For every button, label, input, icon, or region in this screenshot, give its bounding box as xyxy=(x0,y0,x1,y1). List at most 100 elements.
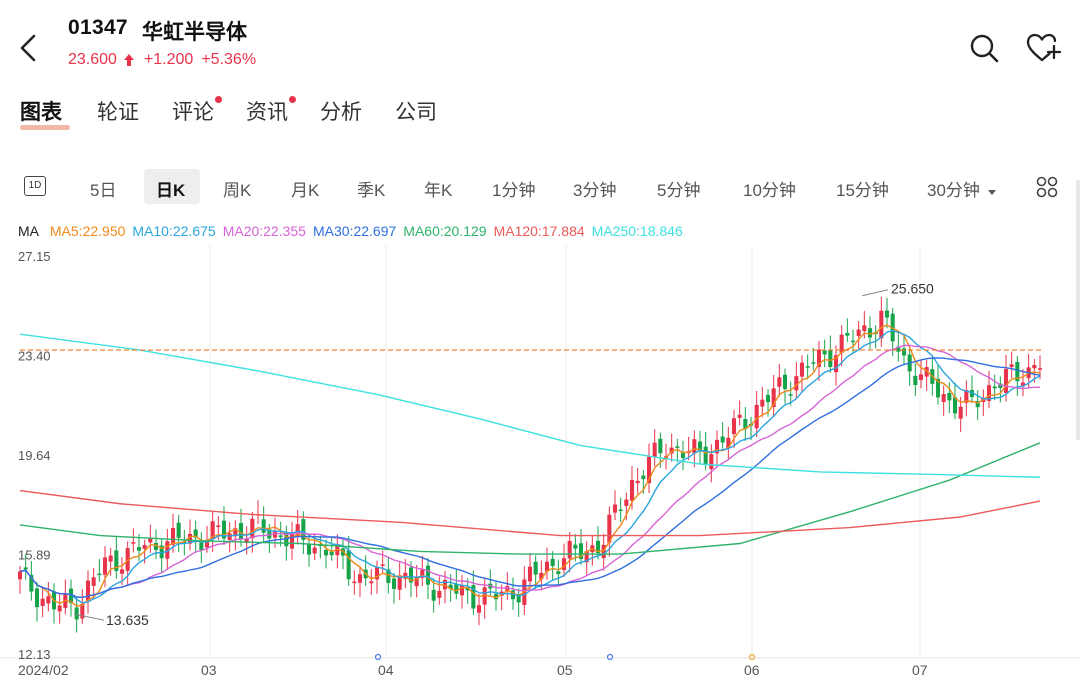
candle-body xyxy=(346,550,351,580)
ma5-line xyxy=(19,324,1041,607)
candle-body xyxy=(573,544,578,549)
y-tick-label-2: 19.64 xyxy=(18,448,51,463)
candle-body xyxy=(828,350,833,368)
search-icon[interactable] xyxy=(968,32,1000,64)
candle-body xyxy=(420,569,425,578)
period-1min[interactable]: 1分钟 xyxy=(492,181,536,200)
ma30-line xyxy=(19,357,1041,599)
candle-body xyxy=(91,577,96,586)
price-row: 23.600 +1.200 +5.36% xyxy=(68,51,262,69)
ma120-line xyxy=(19,489,1041,537)
candle-body xyxy=(941,394,946,402)
candle-body xyxy=(17,571,23,580)
period-3min[interactable]: 3分钟 xyxy=(573,181,617,200)
tab-company[interactable]: 公司 xyxy=(395,101,437,124)
candle-body xyxy=(544,561,550,572)
tab-analysis[interactable]: 分析 xyxy=(320,101,362,124)
tab-comments[interactable]: 评论 xyxy=(172,101,214,124)
candle-body xyxy=(267,529,272,539)
candle-body xyxy=(737,414,742,418)
period-10min[interactable]: 10分钟 xyxy=(743,181,796,200)
y-tick-label-1: 23.40 xyxy=(18,348,51,363)
candle-body xyxy=(306,544,312,555)
candle-body xyxy=(788,394,793,396)
price-change-pct: +5.36% xyxy=(201,51,257,68)
candle-body xyxy=(153,543,159,550)
period-daily-k[interactable]: 日K xyxy=(156,181,186,200)
up-arrow-icon xyxy=(123,54,134,66)
candle-body xyxy=(709,454,714,470)
candle-body xyxy=(918,374,924,380)
ma-value-4: MA60:20.129 xyxy=(403,223,487,239)
candle-body xyxy=(102,557,108,575)
back-arrow-icon[interactable] xyxy=(14,30,42,66)
candle-body xyxy=(799,362,805,377)
tab-news[interactable]: 资讯 xyxy=(246,101,288,124)
candle-body xyxy=(584,551,589,563)
candle-body xyxy=(465,587,470,591)
candle-body xyxy=(658,438,663,454)
candle-body xyxy=(913,375,918,386)
candle-body xyxy=(403,572,408,579)
candle-body xyxy=(68,588,74,604)
period-30min[interactable]: 30分钟 xyxy=(927,176,997,201)
grid-menu-icon[interactable] xyxy=(1036,176,1058,198)
candle-body xyxy=(969,389,975,398)
last-price: 23.600 xyxy=(68,51,117,68)
candle-body xyxy=(80,603,85,619)
ma-value-2: MA20:22.355 xyxy=(222,223,306,239)
low-annotation-label: 13.635 xyxy=(106,612,149,628)
candle-body xyxy=(862,325,867,331)
candle-body xyxy=(40,598,45,606)
candle-body xyxy=(148,537,153,543)
event-marker-2 xyxy=(748,653,756,661)
candle-body xyxy=(176,522,181,538)
candle-body xyxy=(816,349,822,367)
period-yearly-k[interactable]: 年K xyxy=(424,181,453,200)
candle-body xyxy=(703,446,708,465)
candle-body xyxy=(369,581,374,584)
ma-value-6: MA250:18.846 xyxy=(591,223,683,239)
candle-body xyxy=(1032,364,1037,369)
candle-body xyxy=(97,573,102,576)
candle-body xyxy=(250,518,255,539)
period-5day[interactable]: 5日 xyxy=(90,181,117,200)
candle-body xyxy=(884,310,890,318)
period-quarterly-k[interactable]: 季K xyxy=(357,181,386,200)
period-5min[interactable]: 5分钟 xyxy=(657,181,701,200)
ma-label: MA xyxy=(18,223,39,239)
main-tabs: 图表 轮证 评论 资讯 分析 公司 xyxy=(0,96,1080,136)
candle-body xyxy=(646,456,652,484)
candle-body xyxy=(539,572,544,580)
tab-chart[interactable]: 图表 xyxy=(20,101,62,124)
candle-body xyxy=(244,538,249,544)
active-tab-indicator xyxy=(20,125,70,130)
candle-body xyxy=(295,524,300,537)
candle-body xyxy=(448,584,453,589)
add-favorite-icon[interactable] xyxy=(1026,32,1062,64)
tab-warrants[interactable]: 轮证 xyxy=(97,101,139,124)
candle-body xyxy=(437,590,442,598)
candle-body xyxy=(567,540,572,559)
candle-body xyxy=(777,377,782,387)
candle-body xyxy=(601,544,606,559)
candle-body xyxy=(618,509,623,512)
candle-body xyxy=(301,519,306,540)
candle-body xyxy=(454,583,459,594)
candle-body xyxy=(714,439,720,454)
candle-body xyxy=(652,442,657,457)
candle-body xyxy=(374,567,380,580)
period-active-highlight xyxy=(144,169,200,204)
candle-body xyxy=(131,542,136,544)
day-toggle-icon[interactable]: 1D xyxy=(24,176,46,196)
x-tick-label-5: 07 xyxy=(912,662,928,678)
period-monthly-k[interactable]: 月K xyxy=(291,181,320,200)
ma-value-3: MA30:22.697 xyxy=(312,223,397,239)
candle-body xyxy=(199,542,204,550)
candle-body xyxy=(142,545,147,549)
period-weekly-k[interactable]: 周K xyxy=(223,181,252,200)
candle-body xyxy=(822,350,827,355)
period-15min[interactable]: 15分钟 xyxy=(836,181,889,200)
y-tick-label-3: 15.89 xyxy=(18,547,51,562)
